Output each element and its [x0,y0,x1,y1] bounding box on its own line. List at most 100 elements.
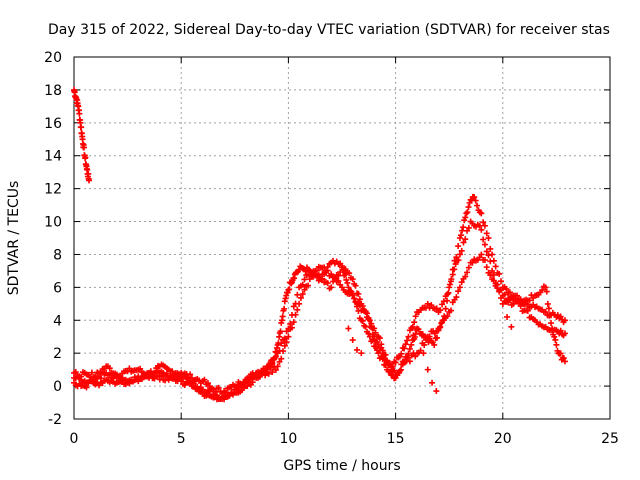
series-track-c [71,251,568,403]
data-point [386,368,393,375]
data-point [489,251,496,258]
data-point [459,227,466,234]
data-points [71,86,568,403]
data-point [420,350,427,357]
data-point [447,307,454,314]
data-point [543,288,550,295]
data-point [359,303,366,310]
data-point [480,219,487,226]
data-point [402,341,409,348]
data-point [485,252,492,259]
data-point [465,204,472,211]
y-tick-label: 4 [53,313,62,329]
data-point [276,358,283,365]
data-point [355,307,362,314]
data-point [481,241,488,248]
data-point [196,387,203,394]
data-point [321,264,328,271]
data-point [97,375,104,382]
data-point [481,222,488,229]
data-point [542,309,549,316]
data-point [368,320,375,327]
data-point [299,281,306,288]
data-point [561,330,568,337]
data-point [335,272,342,279]
data-point [424,300,431,307]
data-point [442,305,449,312]
data-point [290,319,297,326]
data-point [472,197,479,204]
data-point [421,341,428,348]
data-point [398,350,405,357]
data-point [362,323,369,330]
data-point [487,245,494,252]
y-tick-label: 16 [44,116,62,132]
data-point [205,380,211,387]
data-point [379,355,386,362]
data-point [471,194,478,201]
data-point [356,296,363,303]
y-tick-label: 20 [44,50,62,66]
data-point [539,287,546,294]
data-point [465,264,472,271]
data-point [213,392,220,399]
data-point [359,317,366,324]
data-point [551,333,558,340]
data-point [406,345,413,352]
data-point [444,313,451,320]
x-tick-label: 10 [279,431,297,447]
data-point [301,276,308,283]
data-point [221,396,228,403]
data-point [392,359,399,366]
data-point [78,124,85,131]
data-point [456,284,463,291]
data-point [296,300,303,307]
x-tick-label: 15 [387,431,405,447]
data-point [138,376,145,383]
data-point [206,388,213,395]
data-point [478,210,485,217]
data-point [272,366,279,373]
y-tick-label: 12 [44,182,62,198]
data-point [299,291,306,298]
data-point [366,333,373,340]
data-point [449,271,456,278]
data-point [147,368,154,375]
data-point [324,267,331,274]
data-point [448,276,455,283]
data-point [354,346,361,353]
data-point [483,264,490,271]
data-point [388,364,395,371]
y-tick-label: 6 [53,280,62,296]
data-point [501,291,508,298]
data-point [405,354,412,361]
data-point [343,276,350,283]
y-tick-label: 10 [44,215,62,231]
data-point [384,358,391,365]
data-point [452,261,459,268]
data-point [437,323,444,330]
data-point [433,305,440,312]
data-point [494,281,501,288]
data-point [496,270,503,277]
data-point [379,347,386,354]
data-point [181,381,188,388]
data-point [297,294,304,301]
data-point [546,311,553,318]
data-point [439,301,446,308]
data-point [517,303,524,310]
data-point [280,348,287,355]
y-axis-ticks: -2 0 2 4 6 8 10 12 14 16 18 20 [44,50,610,428]
data-point [324,280,331,287]
data-point [503,285,510,292]
data-point [478,251,485,258]
y-tick-label: 2 [53,346,62,362]
data-point [401,345,408,352]
data-point [281,335,288,342]
data-point [489,267,496,274]
data-point [181,372,188,379]
plot-frame [73,56,611,420]
data-point [345,325,352,332]
data-point [313,267,320,274]
data-point [372,343,379,350]
